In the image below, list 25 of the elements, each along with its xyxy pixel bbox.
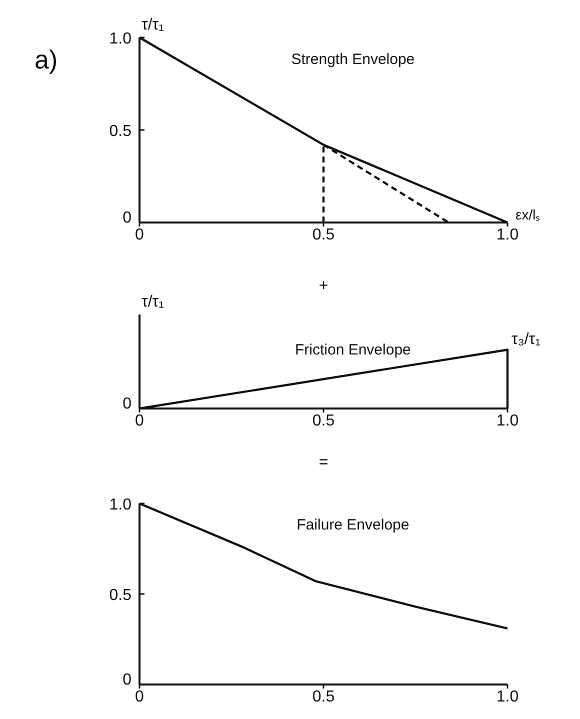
y-axis-title: τ/τ₁ [142, 16, 164, 34]
y-tick-label: 0.5 [109, 587, 132, 604]
y-tick-label: 1.0 [109, 496, 132, 514]
x-tick-label: 0.5 [312, 226, 335, 244]
y-tick-label: 0.5 [109, 123, 132, 140]
annotation: τ₃/τ₁ [512, 330, 540, 348]
text: + [318, 278, 328, 294]
text: Strength Envelope [291, 51, 415, 68]
y-tick-label: 1.0 [109, 30, 132, 48]
y-tick-label: 0 [122, 672, 132, 688]
x-tick-label: 0 [135, 412, 144, 430]
y-tick-label: 0 [122, 210, 132, 226]
text: Failure Envelope [296, 516, 410, 534]
x-tick-label: 1.0 [496, 226, 519, 244]
text: = [318, 454, 328, 471]
chart-title: Friction Envelope [294, 342, 411, 359]
y-axis-title: τ/τ₁ [142, 294, 164, 310]
x-tick-label: 1.0 [496, 688, 519, 706]
x-tick-label: 0.5 [312, 412, 335, 430]
x-tick-label: 0.5 [312, 688, 335, 706]
text: a) [34, 44, 58, 75]
x-tick-label: 0 [135, 688, 144, 706]
x-tick-label: 1.0 [496, 412, 519, 430]
x-tick-label: 0 [135, 226, 144, 244]
x-axis-title: εx/lₛ [516, 206, 540, 222]
